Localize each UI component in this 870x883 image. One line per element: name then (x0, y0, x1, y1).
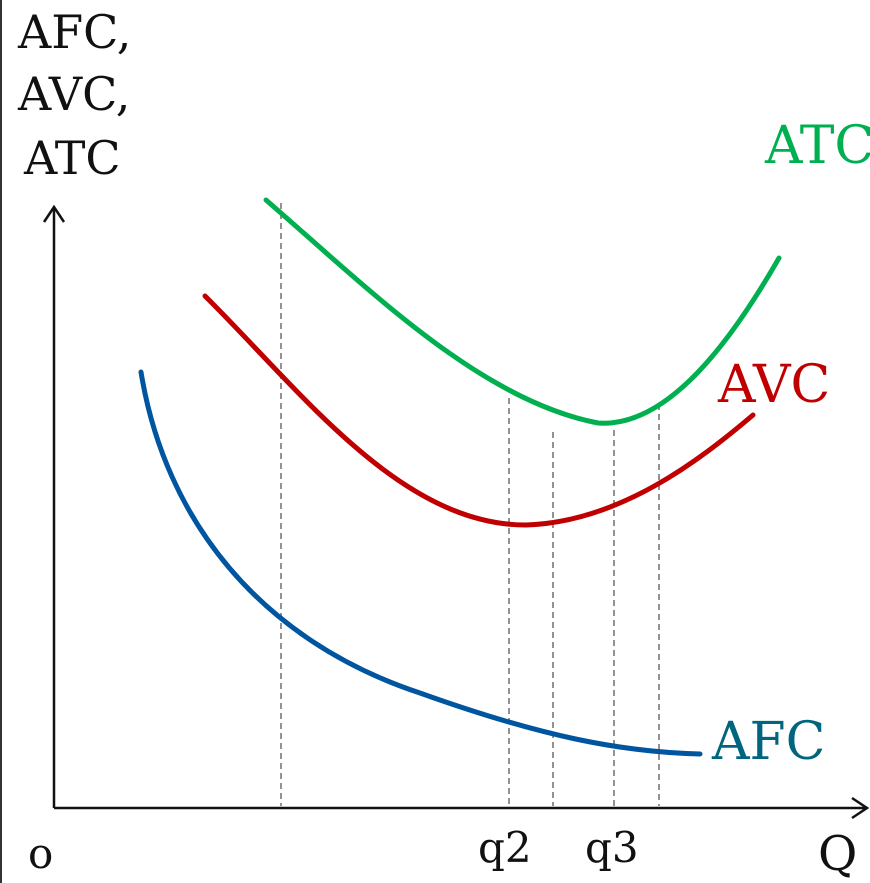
y-axis-arrow (42, 204, 66, 223)
y-axis-label-line-2: AVC, (17, 67, 130, 121)
origin-label: o (28, 829, 53, 878)
series-line-atc (263, 197, 782, 426)
series-line-afc (138, 369, 703, 757)
guide-lines (280, 203, 660, 806)
x-tick-label-q3: q3 (585, 823, 639, 872)
series-line-avc (202, 293, 756, 528)
x-tick-label-q2: q2 (478, 823, 532, 872)
x-axis-label: Q (818, 826, 857, 882)
y-axis-label-line-1: AFC, (17, 5, 131, 59)
series-label-atc: ATC (764, 116, 870, 176)
axes (42, 204, 870, 820)
y-axis-label-line-3: ATC (23, 131, 121, 185)
series-label-avc: AVC (717, 355, 830, 415)
x-axis-arrow (851, 796, 870, 820)
series-label-afc: AFC (711, 712, 825, 772)
